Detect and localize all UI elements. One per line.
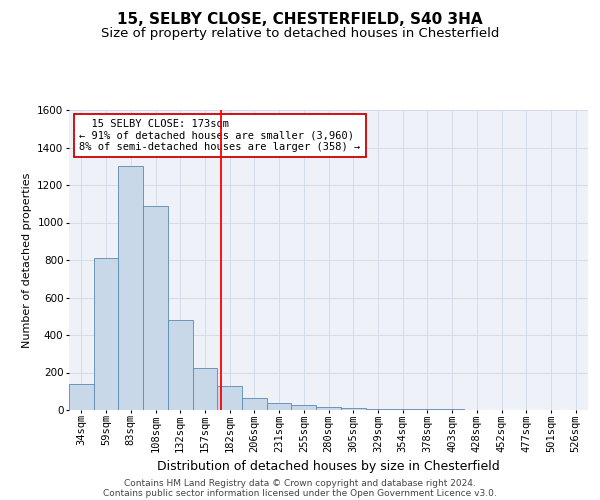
Y-axis label: Number of detached properties: Number of detached properties xyxy=(22,172,32,348)
Bar xyxy=(118,166,143,410)
Bar xyxy=(316,406,341,410)
Bar xyxy=(292,406,316,410)
Bar xyxy=(94,258,118,410)
Text: 15 SELBY CLOSE: 173sqm
← 91% of detached houses are smaller (3,960)
8% of semi-d: 15 SELBY CLOSE: 173sqm ← 91% of detached… xyxy=(79,119,361,152)
Bar xyxy=(242,398,267,410)
Text: Size of property relative to detached houses in Chesterfield: Size of property relative to detached ho… xyxy=(101,28,499,40)
Bar xyxy=(341,408,365,410)
X-axis label: Distribution of detached houses by size in Chesterfield: Distribution of detached houses by size … xyxy=(157,460,500,473)
Bar xyxy=(193,368,217,410)
Bar xyxy=(267,404,292,410)
Bar xyxy=(69,384,94,410)
Bar xyxy=(217,386,242,410)
Text: Contains HM Land Registry data © Crown copyright and database right 2024.: Contains HM Land Registry data © Crown c… xyxy=(124,478,476,488)
Text: 15, SELBY CLOSE, CHESTERFIELD, S40 3HA: 15, SELBY CLOSE, CHESTERFIELD, S40 3HA xyxy=(117,12,483,28)
Bar xyxy=(390,409,415,410)
Text: Contains public sector information licensed under the Open Government Licence v3: Contains public sector information licen… xyxy=(103,488,497,498)
Bar xyxy=(415,409,440,410)
Bar xyxy=(365,408,390,410)
Bar xyxy=(143,206,168,410)
Bar xyxy=(440,409,464,410)
Bar xyxy=(168,320,193,410)
